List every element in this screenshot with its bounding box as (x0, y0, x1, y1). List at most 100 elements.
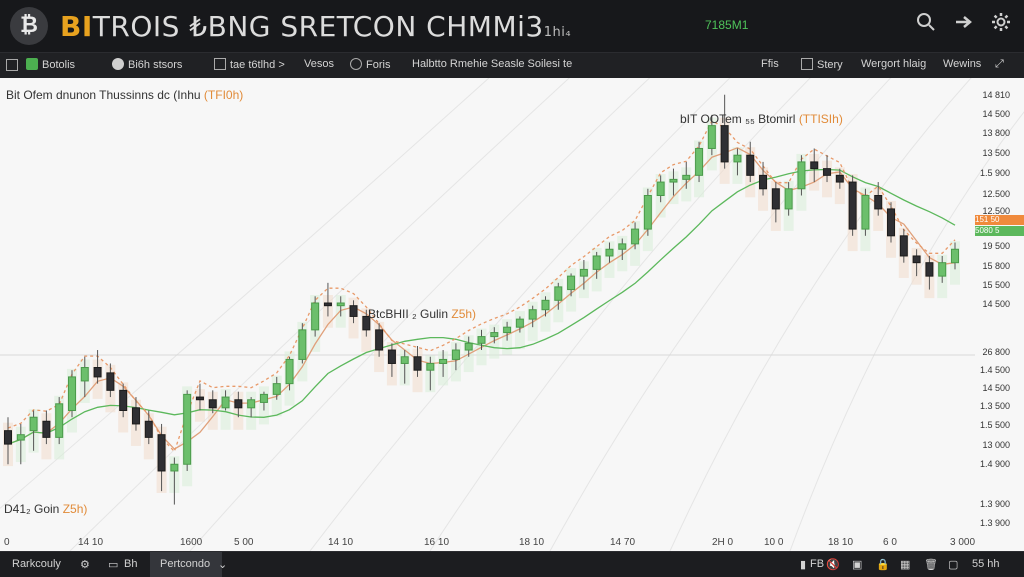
x-tick: 14 70 (610, 537, 636, 548)
y-tick: 14 500 (982, 109, 1010, 119)
y-tick: 13 800 (982, 128, 1010, 138)
panel-icon[interactable]: ▭ (108, 559, 119, 571)
candle-bullish (554, 286, 563, 301)
title-text: TROIS ₺BNG SRETCON CHMMi3 (92, 10, 544, 43)
toolbar-label: Stery (817, 59, 843, 71)
annotation-mid-accent: Z5h) (451, 307, 477, 321)
y-tick: 1.4 900 (979, 459, 1010, 469)
bitcoin-logo-icon: ₿ (10, 7, 48, 45)
candle-bearish (42, 420, 51, 438)
chart-toolbar: Botolis Bi6h stsors tae t6tlhd > Vesos F… (0, 52, 1024, 79)
gear-icon[interactable]: ⚙ (80, 559, 90, 571)
bar-icon[interactable]: ▮ (800, 559, 807, 571)
active-tab[interactable] (150, 552, 222, 577)
toolbar-label: Foris (366, 59, 391, 71)
candle-bullish (451, 349, 460, 360)
toolbar-label: tae t6tlhd > (230, 59, 285, 71)
annotation-top: bIT OOTem ₅₅ Btomirl (TTISIh) (680, 112, 843, 126)
candle-bullish (29, 416, 38, 432)
gear-icon[interactable] (987, 12, 1015, 40)
candle-bullish (515, 318, 524, 328)
candle-bullish (183, 393, 192, 465)
annotation-bottom-accent: Z5h) (62, 502, 88, 516)
toolbar-item-stery[interactable]: Stery (801, 58, 843, 71)
lock-icon[interactable]: 🔒 (876, 559, 890, 571)
candle-bullish (797, 161, 806, 190)
background-curve (669, 67, 981, 552)
toolbar-item-wewins[interactable]: Wewins (943, 58, 981, 70)
select-checkbox[interactable] (6, 59, 18, 71)
candle-bullish (567, 275, 576, 291)
candle-bullish (541, 299, 550, 311)
toolbar-item-wergort[interactable]: Wergort hlaig (861, 58, 926, 70)
search-icon[interactable] (912, 12, 940, 40)
candlestick-chart[interactable] (0, 67, 1024, 552)
candle-bullish (67, 376, 76, 411)
candle-bullish (477, 336, 486, 344)
camera-icon[interactable]: ▣ (852, 559, 863, 571)
background-curve (189, 67, 661, 552)
candle-bullish (311, 302, 320, 331)
candle-bullish (247, 399, 256, 409)
toolbar-item-ffis[interactable]: Ffis (761, 58, 779, 70)
candle-bearish (119, 389, 128, 411)
annotation-bottom: D41₂ Goin Z5h) (4, 502, 87, 516)
background-curves (0, 67, 1024, 552)
candle-bullish (656, 181, 665, 196)
candle-bearish (912, 255, 921, 264)
annotation-bottom-text: D41₂ Goin (4, 502, 60, 516)
y-tick: 12.500 (982, 206, 1010, 216)
candle-bearish (157, 434, 166, 472)
toolbar-label: Botolis (42, 59, 76, 71)
x-tick: 2H 0 (712, 537, 734, 548)
x-tick: 5 00 (234, 537, 254, 548)
toolbar-item-timeframe[interactable]: tae t6tlhd > (214, 58, 285, 71)
bar-label[interactable]: FB (810, 558, 825, 570)
candle-bullish (682, 174, 691, 180)
chart-title: Bit Ofem dnunon Thussinns dc (Inhu (TFI0… (6, 88, 243, 102)
candle-bullish (528, 309, 537, 320)
tab-label[interactable]: Pertcondo (160, 558, 211, 570)
y-tick: 1.5 500 (979, 420, 1010, 430)
toolbar-item-indicators[interactable]: Halbtto Rmehie Seasle Soilesi te (412, 58, 572, 70)
price-chart[interactable]: Bit Ofem dnunon Thussinns dc (Inhu (TFI0… (0, 67, 1024, 552)
candle-bullish (707, 125, 716, 149)
candle-bullish (285, 358, 294, 385)
wallet-icon (112, 58, 124, 70)
candle-bullish (631, 228, 640, 245)
toolbar-label: Ffis (761, 58, 779, 70)
annotation-mid: BtcBHII ₂ Gulin Z5h) (368, 307, 476, 321)
panel-label[interactable]: Bh (124, 558, 138, 570)
app-title: BITROIS ₺BNG SRETCON CHMMi31hi₄ (60, 10, 571, 43)
coin-icon (26, 58, 38, 70)
account-label[interactable]: Rarkcouly (12, 558, 61, 570)
y-tick: 19 500 (982, 241, 1010, 251)
toolbar-item-vesos[interactable]: Vesos (304, 58, 334, 70)
candle-bullish (784, 188, 793, 210)
y-tick: 14 500 (982, 383, 1010, 393)
chevron-down-icon[interactable]: ⌄ (218, 559, 228, 571)
clock-label: 55 hh (972, 558, 1000, 570)
candle-bullish (221, 396, 230, 409)
expand-icon[interactable]: ⤢ (995, 58, 1004, 70)
grid-icon[interactable]: ▦ (900, 559, 911, 571)
candle-bullish (503, 326, 512, 334)
chart-title-text: Bit Ofem dnunon Thussinns dc (Inhu (6, 88, 201, 102)
candle-bearish (362, 315, 371, 331)
screen-icon[interactable]: ▢ (948, 559, 959, 571)
toolbar-item-stsors[interactable]: Bi6h stsors (112, 58, 182, 71)
candle-bullish (938, 262, 947, 277)
candle-bearish (887, 208, 896, 237)
gear-icon (350, 58, 362, 70)
candle-bullish (695, 147, 704, 176)
trash-icon[interactable]: 🗑 (924, 559, 938, 571)
toolbar-item-foris[interactable]: Foris (350, 58, 390, 71)
x-tick: 16 10 (424, 537, 450, 548)
candle-bullish (592, 255, 601, 270)
candle-bullish (259, 393, 268, 403)
x-tick: 14 10 (328, 537, 354, 548)
toolbar-item-botolis[interactable]: Botolis (26, 58, 75, 71)
forward-icon[interactable] (950, 12, 978, 40)
mute-icon[interactable]: 🔇 (826, 559, 840, 571)
x-tick: 10 0 (764, 537, 784, 548)
